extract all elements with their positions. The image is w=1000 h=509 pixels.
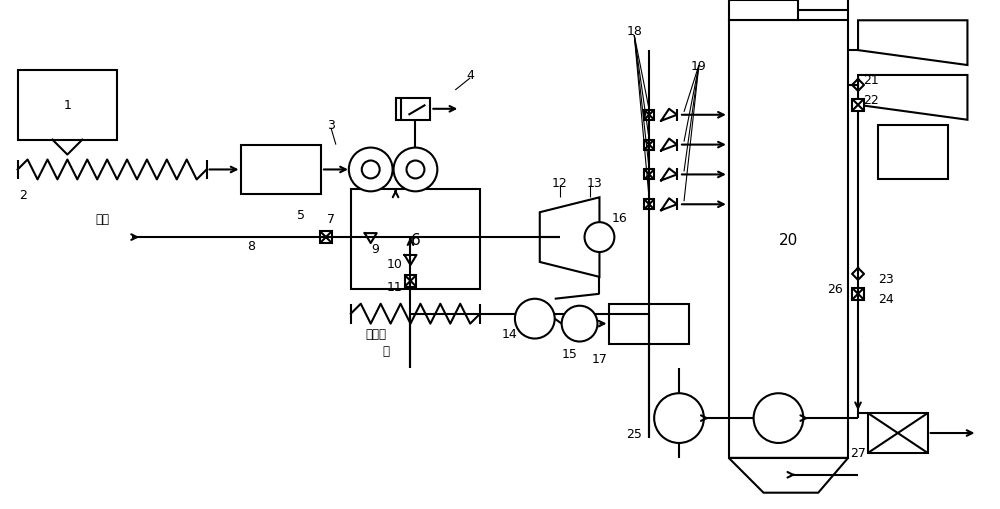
Circle shape: [585, 223, 614, 252]
Circle shape: [349, 148, 393, 192]
Text: 3: 3: [327, 119, 335, 132]
Text: 10: 10: [387, 258, 403, 271]
Bar: [852, 288, 864, 300]
Text: 热一次: 热一次: [365, 327, 386, 341]
Text: 7: 7: [327, 213, 335, 225]
Bar: [351, 190, 480, 289]
Text: 15: 15: [562, 347, 578, 360]
Bar: [729, 2, 798, 21]
Text: 14: 14: [502, 327, 518, 341]
Bar: [609, 304, 689, 344]
Bar: [852, 100, 864, 111]
Text: 2: 2: [19, 188, 27, 202]
Bar: [644, 170, 654, 180]
Bar: [405, 275, 416, 287]
Bar: [320, 232, 332, 244]
Text: 6: 6: [411, 232, 420, 247]
Bar: [241, 145, 321, 195]
Text: 19: 19: [691, 60, 707, 72]
Circle shape: [754, 393, 803, 443]
Text: 27: 27: [850, 446, 866, 460]
Circle shape: [654, 393, 704, 443]
Text: 25: 25: [626, 427, 642, 440]
Bar: [644, 140, 654, 150]
Circle shape: [394, 148, 437, 192]
Text: 18: 18: [626, 24, 642, 38]
Text: 蒸汽: 蒸汽: [95, 213, 109, 225]
Circle shape: [362, 161, 380, 179]
Text: 16: 16: [611, 211, 627, 224]
Text: 26: 26: [827, 283, 843, 296]
Text: 1: 1: [63, 99, 71, 112]
Text: 23: 23: [878, 273, 894, 286]
Bar: [18, 71, 117, 140]
Text: 20: 20: [779, 232, 798, 247]
Text: 5: 5: [297, 208, 305, 221]
Bar: [729, 21, 848, 458]
Bar: [868, 413, 928, 453]
Circle shape: [407, 161, 424, 179]
Bar: [878, 125, 948, 180]
Text: 21: 21: [863, 74, 879, 87]
Text: 12: 12: [552, 177, 568, 189]
Text: 4: 4: [466, 69, 474, 82]
Bar: [644, 110, 654, 121]
Text: 8: 8: [247, 240, 255, 252]
Circle shape: [562, 306, 597, 342]
Text: 22: 22: [863, 94, 879, 107]
Text: 9: 9: [372, 242, 380, 256]
Text: 11: 11: [387, 281, 403, 294]
Text: 24: 24: [878, 293, 894, 305]
Bar: [644, 200, 654, 210]
Text: 风: 风: [382, 344, 389, 357]
Text: 13: 13: [587, 177, 602, 189]
Text: 17: 17: [592, 352, 607, 365]
Circle shape: [515, 299, 555, 339]
Bar: [396, 99, 430, 121]
